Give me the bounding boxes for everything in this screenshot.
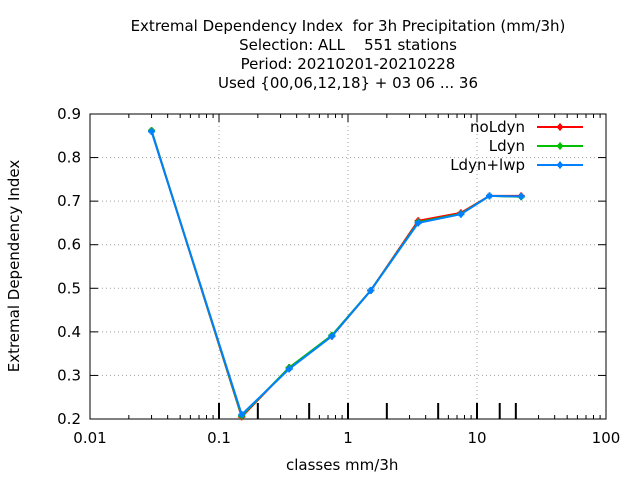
point-marker bbox=[286, 366, 292, 372]
y-tick-label: 0.4 bbox=[57, 323, 81, 341]
point-marker bbox=[518, 194, 524, 199]
y-tick-label: 0.9 bbox=[57, 105, 81, 123]
y-tick-label: 0.3 bbox=[57, 366, 81, 384]
point-marker bbox=[557, 143, 563, 149]
y-axis-title: Extremal Dependency Index bbox=[5, 159, 23, 373]
point-marker bbox=[329, 334, 335, 339]
x-tick-label: 1 bbox=[343, 429, 353, 447]
y-tick-label: 0.8 bbox=[57, 149, 81, 167]
legend-label: Ldyn+lwp bbox=[450, 156, 525, 174]
legend-label: noLdyn bbox=[470, 118, 525, 136]
point-marker bbox=[415, 220, 421, 226]
x-tick-label: 0.01 bbox=[73, 429, 106, 447]
x-tick-label: 0.1 bbox=[207, 429, 231, 447]
y-tick-label: 0.2 bbox=[57, 410, 81, 428]
x-tick-label: 100 bbox=[592, 429, 621, 447]
y-tick-label: 0.6 bbox=[57, 236, 81, 254]
chart-title-line-4: Used {00,06,12,18} + 03 06 ... 36 bbox=[217, 74, 479, 92]
point-marker bbox=[458, 212, 464, 217]
point-marker bbox=[368, 288, 373, 293]
x-tick-label: 10 bbox=[467, 429, 486, 447]
point-marker bbox=[239, 412, 244, 417]
legend-label: Ldyn bbox=[489, 137, 525, 155]
chart-title-line-3: Period: 20210201-20210228 bbox=[240, 55, 456, 73]
y-tick-label: 0.7 bbox=[57, 192, 81, 210]
chart-title-line-1: Extremal Dependency Index for 3h Precipi… bbox=[130, 17, 566, 35]
point-marker bbox=[557, 162, 563, 168]
point-marker bbox=[487, 193, 492, 199]
y-tick-label: 0.5 bbox=[57, 279, 81, 297]
x-axis-title: classes mm/3h bbox=[286, 456, 399, 474]
point-marker bbox=[149, 129, 154, 134]
chart-title-line-2: Selection: ALL 551 stations bbox=[239, 36, 457, 54]
point-marker bbox=[557, 124, 563, 130]
series-ldyn-lwp bbox=[148, 127, 525, 419]
